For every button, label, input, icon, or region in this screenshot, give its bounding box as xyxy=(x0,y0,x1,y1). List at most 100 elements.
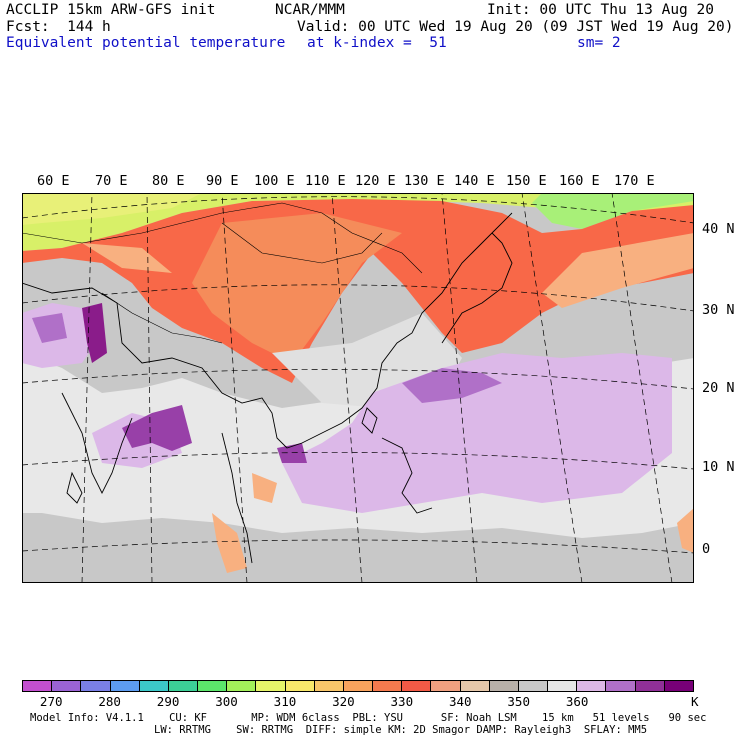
theta-e-band-340 xyxy=(252,473,277,503)
colorbar-swatch xyxy=(606,681,636,691)
forecast-hour: Fcst: 144 h xyxy=(6,19,111,35)
field-name: Equivalent potential temperature xyxy=(6,35,286,51)
smoothing-label: sm= 2 xyxy=(577,35,621,51)
theta-e-band-340 xyxy=(82,243,172,273)
coastline-taiwan xyxy=(361,407,378,434)
lon-label: 80 E xyxy=(152,173,185,189)
lat-line-30n xyxy=(22,284,694,312)
lon-label: 160 E xyxy=(559,173,600,189)
lon-label: 120 E xyxy=(355,173,396,189)
colorbar-swatch xyxy=(110,681,140,691)
theta-e-band-315 xyxy=(22,193,202,225)
colorbar-swatch xyxy=(548,681,578,691)
colorbar-swatch xyxy=(227,681,257,691)
colorbar-swatch xyxy=(373,681,403,691)
coastline-mainland xyxy=(22,212,513,449)
lat-label: 20 N xyxy=(702,380,735,396)
colorbar-swatch xyxy=(431,681,461,691)
graticule xyxy=(22,193,694,583)
map-panel xyxy=(22,193,694,583)
coastline-japan xyxy=(441,232,513,344)
lon-line xyxy=(221,193,248,583)
coastline-india xyxy=(61,392,133,495)
theta-e-band-360 xyxy=(282,353,672,513)
colorbar-tick-label: 280 xyxy=(98,694,121,709)
colorbar-swatch xyxy=(489,681,519,691)
colorbar-tick-label: 290 xyxy=(156,694,180,709)
lon-line xyxy=(81,193,93,583)
colorbar-unit: K xyxy=(690,694,699,709)
lat-line-10n xyxy=(22,452,694,470)
border-himalaya xyxy=(101,292,223,344)
lon-label: 70 E xyxy=(95,173,128,189)
colorbar-swatch xyxy=(81,681,111,691)
lon-label: 140 E xyxy=(454,173,495,189)
colorbar-tick-label: 330 xyxy=(390,694,414,709)
theta-e-band-300 xyxy=(532,193,694,229)
colorbar-swatch xyxy=(52,681,82,691)
colorbar-swatch xyxy=(635,681,665,691)
map-frame xyxy=(22,193,694,583)
lon-line xyxy=(521,193,583,583)
theta-e-band-325 xyxy=(192,213,402,363)
colorbar-tick-label: 340 xyxy=(448,694,472,709)
theta-e-band-310 xyxy=(22,193,694,251)
theta-e-band-365 xyxy=(402,368,502,403)
coastline-malay xyxy=(221,432,253,564)
colorbar-swatch xyxy=(402,681,432,691)
colorbar-tick-label: 310 xyxy=(273,694,297,709)
colorbar-swatch xyxy=(285,681,315,691)
org-label: NCAR/MMM xyxy=(275,2,345,18)
theta-e-band-365 xyxy=(122,405,192,451)
colorbar-swatch xyxy=(664,681,693,691)
theta-e-band-340 xyxy=(542,233,694,308)
lon-label: 60 E xyxy=(37,173,70,189)
lat-line-20n xyxy=(22,369,694,390)
lon-line xyxy=(146,193,153,583)
colorbar-swatch xyxy=(23,681,53,691)
lat-label: 30 N xyxy=(702,302,735,318)
lat-label: 10 N xyxy=(702,459,735,475)
lon-label: 170 E xyxy=(614,173,655,189)
colorbar-swatch xyxy=(139,681,169,691)
coastline-philippines xyxy=(381,437,433,514)
lat-label: 40 N xyxy=(702,221,735,237)
lon-label: 130 E xyxy=(404,173,445,189)
lon-line xyxy=(441,193,478,583)
coastlines xyxy=(22,212,513,564)
colorbar-swatch xyxy=(518,681,549,691)
colorbar xyxy=(22,680,694,692)
colorbar-swatch xyxy=(460,681,490,691)
theta-e-band-340 xyxy=(212,513,247,573)
model-info-line2: LW: RRTMG SW: RRTMG DIFF: simple KM: 2D … xyxy=(154,724,648,736)
colorbar-swatch xyxy=(343,681,374,691)
colorbar-tick-label: 270 xyxy=(39,694,63,709)
colorbar-swatch xyxy=(256,681,286,691)
border-mongolia-russia xyxy=(22,202,423,274)
colorbar-tick-label: 320 xyxy=(332,694,355,709)
lat-label: 0 xyxy=(702,541,711,557)
lat-line-equator xyxy=(22,539,694,554)
lon-label: 90 E xyxy=(206,173,239,189)
model-info-line1: Model Info: V4.1.1 CU: KF MP: WDM 6class… xyxy=(30,712,707,724)
colorbar-swatch xyxy=(577,681,607,691)
national-borders xyxy=(22,202,423,344)
colorbar-swatch xyxy=(168,681,199,691)
lon-label: 100 E xyxy=(254,173,295,189)
theta-e-band-330 xyxy=(22,199,694,383)
lon-line xyxy=(611,193,673,583)
lon-line xyxy=(331,193,363,583)
colorbar-tick-label: 300 xyxy=(215,694,238,709)
colorbar-tick-label: 350 xyxy=(507,694,530,709)
lon-label: 110 E xyxy=(305,173,346,189)
border-mongolia-china xyxy=(221,222,383,264)
level-label: at k-index = 51 xyxy=(307,35,447,51)
init-time: Init: 00 UTC Thu 13 Aug 20 xyxy=(487,2,714,18)
colorbar-swatch xyxy=(314,681,344,691)
lon-label: 150 E xyxy=(506,173,547,189)
colorbar-tick-label: 360 xyxy=(565,694,589,709)
model-title: ACCLIP 15km ARW-GFS init xyxy=(6,2,216,18)
theta-e-band-340 xyxy=(677,508,694,553)
theta-e-band-365 xyxy=(32,313,67,343)
colorbar-swatch xyxy=(198,681,228,691)
